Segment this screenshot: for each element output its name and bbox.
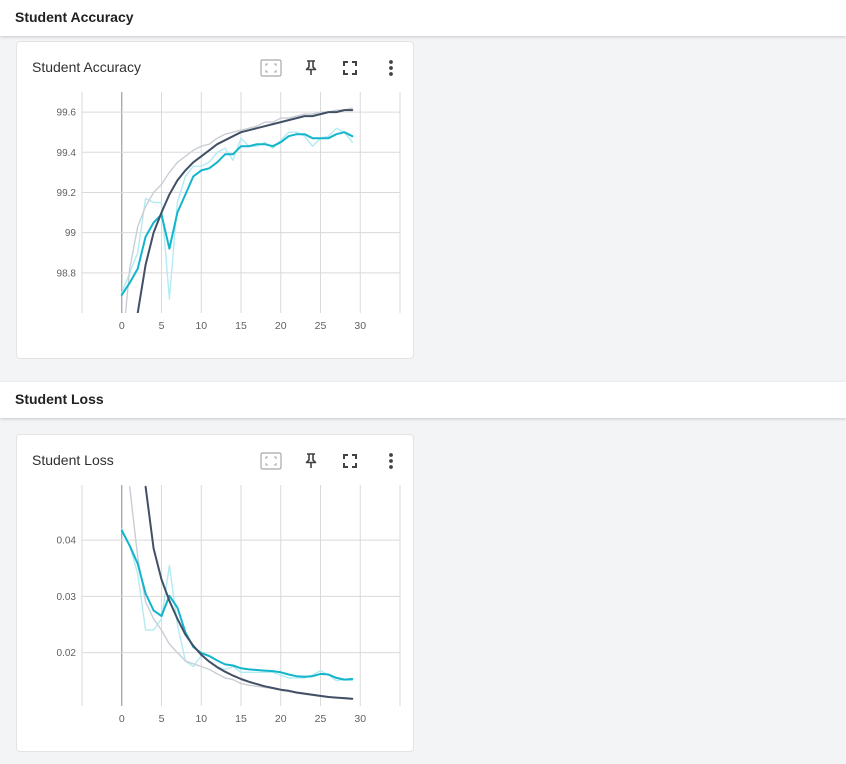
card-title: Student Loss	[32, 452, 114, 468]
fullscreen-icon	[343, 61, 357, 75]
x-tick-label: 5	[159, 713, 165, 725]
x-tick-label: 0	[119, 713, 125, 725]
pin-button[interactable]	[299, 449, 323, 473]
card-title: Student Accuracy	[32, 59, 141, 75]
more-options-button[interactable]	[379, 56, 403, 80]
x-tick-label: 25	[315, 320, 327, 332]
pin-icon	[305, 60, 317, 75]
section-header-loss[interactable]: Student Loss	[0, 382, 846, 418]
more-vert-icon	[389, 60, 393, 76]
x-tick-label: 20	[275, 713, 287, 725]
chart-card-loss: Student Loss 0.02 0.03 0.04 0 5 10 15 20 25 30	[16, 434, 414, 752]
fullscreen-icon	[343, 454, 357, 468]
x-tick-label: 0	[119, 320, 125, 332]
y-tick-label: 99.6	[57, 108, 77, 119]
x-tick-label: 15	[235, 320, 247, 332]
y-tick-label: 99.4	[57, 148, 77, 159]
x-tick-label: 10	[195, 713, 207, 725]
y-tick-label: 98.8	[57, 268, 77, 279]
series-line-smoothed-3	[144, 485, 354, 700]
fit-domain-button[interactable]	[259, 56, 283, 80]
loss-line-chart: 0.02 0.03 0.04 0 5 10 15 20 25 30	[57, 485, 401, 725]
more-options-button[interactable]	[379, 449, 403, 473]
pin-icon	[305, 453, 317, 468]
chart-card-accuracy: Student Accuracy 98.8 99 99.2 99.4 99.6 0 5 10 1…	[16, 41, 414, 359]
series-line-smoothed-2	[120, 529, 354, 681]
fit-domain-icon	[260, 452, 282, 470]
x-tick-label: 15	[235, 713, 247, 725]
section-header-accuracy[interactable]: Student Accuracy	[0, 0, 846, 36]
series-line-raw-1	[124, 107, 353, 313]
fullscreen-button[interactable]	[338, 449, 362, 473]
series-line-smoothed-2	[120, 131, 354, 296]
fit-domain-icon	[260, 59, 282, 77]
series-line-smoothed-3	[136, 109, 354, 313]
fullscreen-button[interactable]	[338, 56, 362, 80]
accuracy-line-chart: 98.8 99 99.2 99.4 99.6 0 5 10 15 20 25 30	[57, 92, 401, 332]
y-tick-label: 0.03	[57, 592, 77, 603]
x-tick-label: 30	[354, 713, 366, 725]
y-tick-label: 0.04	[57, 536, 77, 547]
more-vert-icon	[389, 453, 393, 469]
series-line-raw-0	[121, 528, 353, 682]
x-tick-label: 5	[159, 320, 165, 332]
y-tick-label: 99.2	[57, 188, 77, 199]
section-title: Student Loss	[15, 391, 104, 407]
x-tick-label: 10	[195, 320, 207, 332]
x-tick-label: 30	[354, 320, 366, 332]
y-tick-label: 99	[65, 228, 77, 239]
x-tick-label: 25	[315, 713, 327, 725]
section-title: Student Accuracy	[15, 9, 134, 25]
fit-domain-button[interactable]	[259, 449, 283, 473]
y-tick-label: 0.02	[57, 648, 77, 659]
pin-button[interactable]	[299, 56, 323, 80]
x-tick-label: 20	[275, 320, 287, 332]
